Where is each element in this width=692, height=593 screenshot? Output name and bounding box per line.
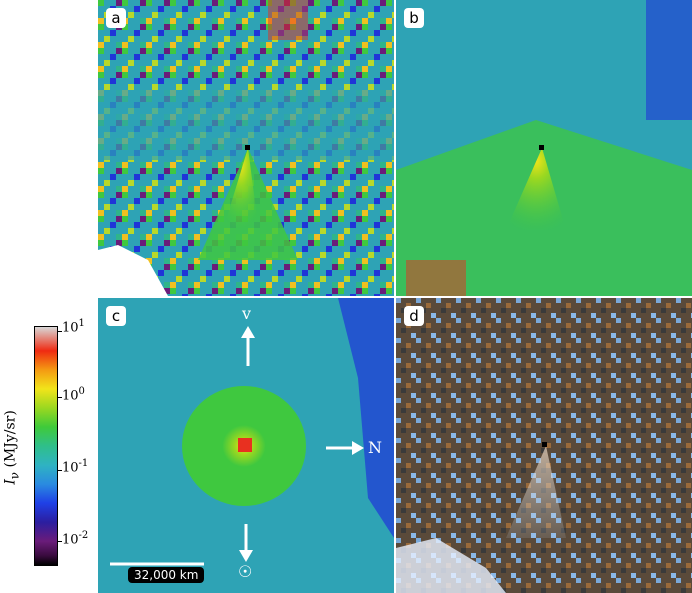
panel-a: a — [98, 0, 394, 296]
colorbar-tick — [57, 331, 62, 332]
colorbar-tick-label-1: 101 — [62, 318, 85, 336]
sun-symbol: ☉ — [238, 562, 253, 581]
colorbar-tick — [57, 470, 62, 471]
panel-d-image — [396, 298, 692, 593]
velocity-label: v — [242, 304, 252, 323]
north-label: N — [368, 438, 382, 457]
panel-label-b: b — [404, 8, 424, 28]
panel-b: b — [396, 0, 692, 296]
panel-c: c v N ☉ — [98, 298, 394, 593]
panel-b-image — [396, 0, 692, 296]
panel-d: d — [396, 298, 692, 593]
colorbar-title: Iν (MJy/sr) — [2, 410, 22, 485]
colorbar-tick — [57, 397, 62, 398]
colorbar-tick-label-m1: 10-1 — [62, 458, 89, 476]
panel-label-d: d — [404, 306, 424, 326]
colorbar-tick — [57, 541, 62, 542]
colorbar-tick-label-0: 100 — [62, 386, 85, 404]
panel-label-c: c — [106, 306, 126, 326]
panel-c-image — [98, 298, 394, 593]
colorbar-tick-label-m2: 10-2 — [62, 530, 89, 548]
scale-bar-label: 32,000 km — [128, 567, 205, 583]
panel-label-a: a — [106, 8, 126, 28]
colorbar — [34, 326, 58, 566]
panel-a-image — [98, 0, 394, 296]
